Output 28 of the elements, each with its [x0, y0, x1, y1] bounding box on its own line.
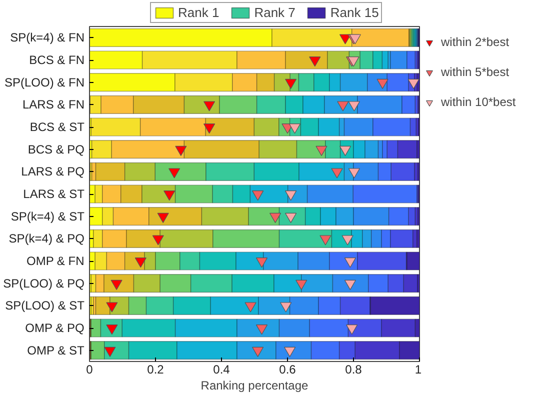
y-tick-label: SP(k=4) & PQ: [8, 232, 85, 246]
y-tick-label: BCS & ST: [30, 120, 86, 134]
y-tick-label: LARS & PQ: [21, 164, 84, 179]
legend-label: within 10*best: [441, 95, 516, 109]
y-tick-label: OMP & ST: [27, 343, 85, 358]
legend-label: within 2*best: [441, 35, 510, 49]
legend-label: Rank 15: [330, 5, 379, 20]
x-tick-label: 0.6: [279, 362, 296, 376]
legend-label: Rank 7: [254, 5, 296, 20]
legend-label: Rank 1: [178, 5, 220, 20]
y-tick-label: SP(k=4) & ST: [10, 209, 86, 224]
x-tick-label: 0: [86, 362, 94, 376]
y-tick-label: SP(LOO) & PQ: [3, 276, 85, 290]
legend-label: within 5*best: [441, 65, 510, 79]
y-tick-label: LARS & ST: [23, 187, 86, 201]
x-tick-label: 0.8: [345, 362, 362, 376]
y-tick-label: SP(k=4) & FN: [10, 30, 85, 45]
y-tick-label: OMP & PQ: [25, 321, 84, 335]
y-tick-label: SP(LOO) & ST: [5, 298, 86, 313]
x-tick-label: 0.4: [213, 362, 230, 376]
x-axis-title: Ranking percentage: [200, 378, 309, 392]
x-tick-label: 0.2: [147, 362, 164, 376]
y-tick-label: BCS & PQ: [28, 142, 85, 156]
y-tick-label: LARS & FN: [22, 98, 84, 112]
y-tick-label: OMP & FN: [26, 254, 84, 268]
y-tick-label: BCS & FN: [29, 53, 84, 67]
x-tick-label: 1: [414, 362, 422, 376]
y-tick-label: SP(LOO) & FN: [4, 75, 85, 90]
